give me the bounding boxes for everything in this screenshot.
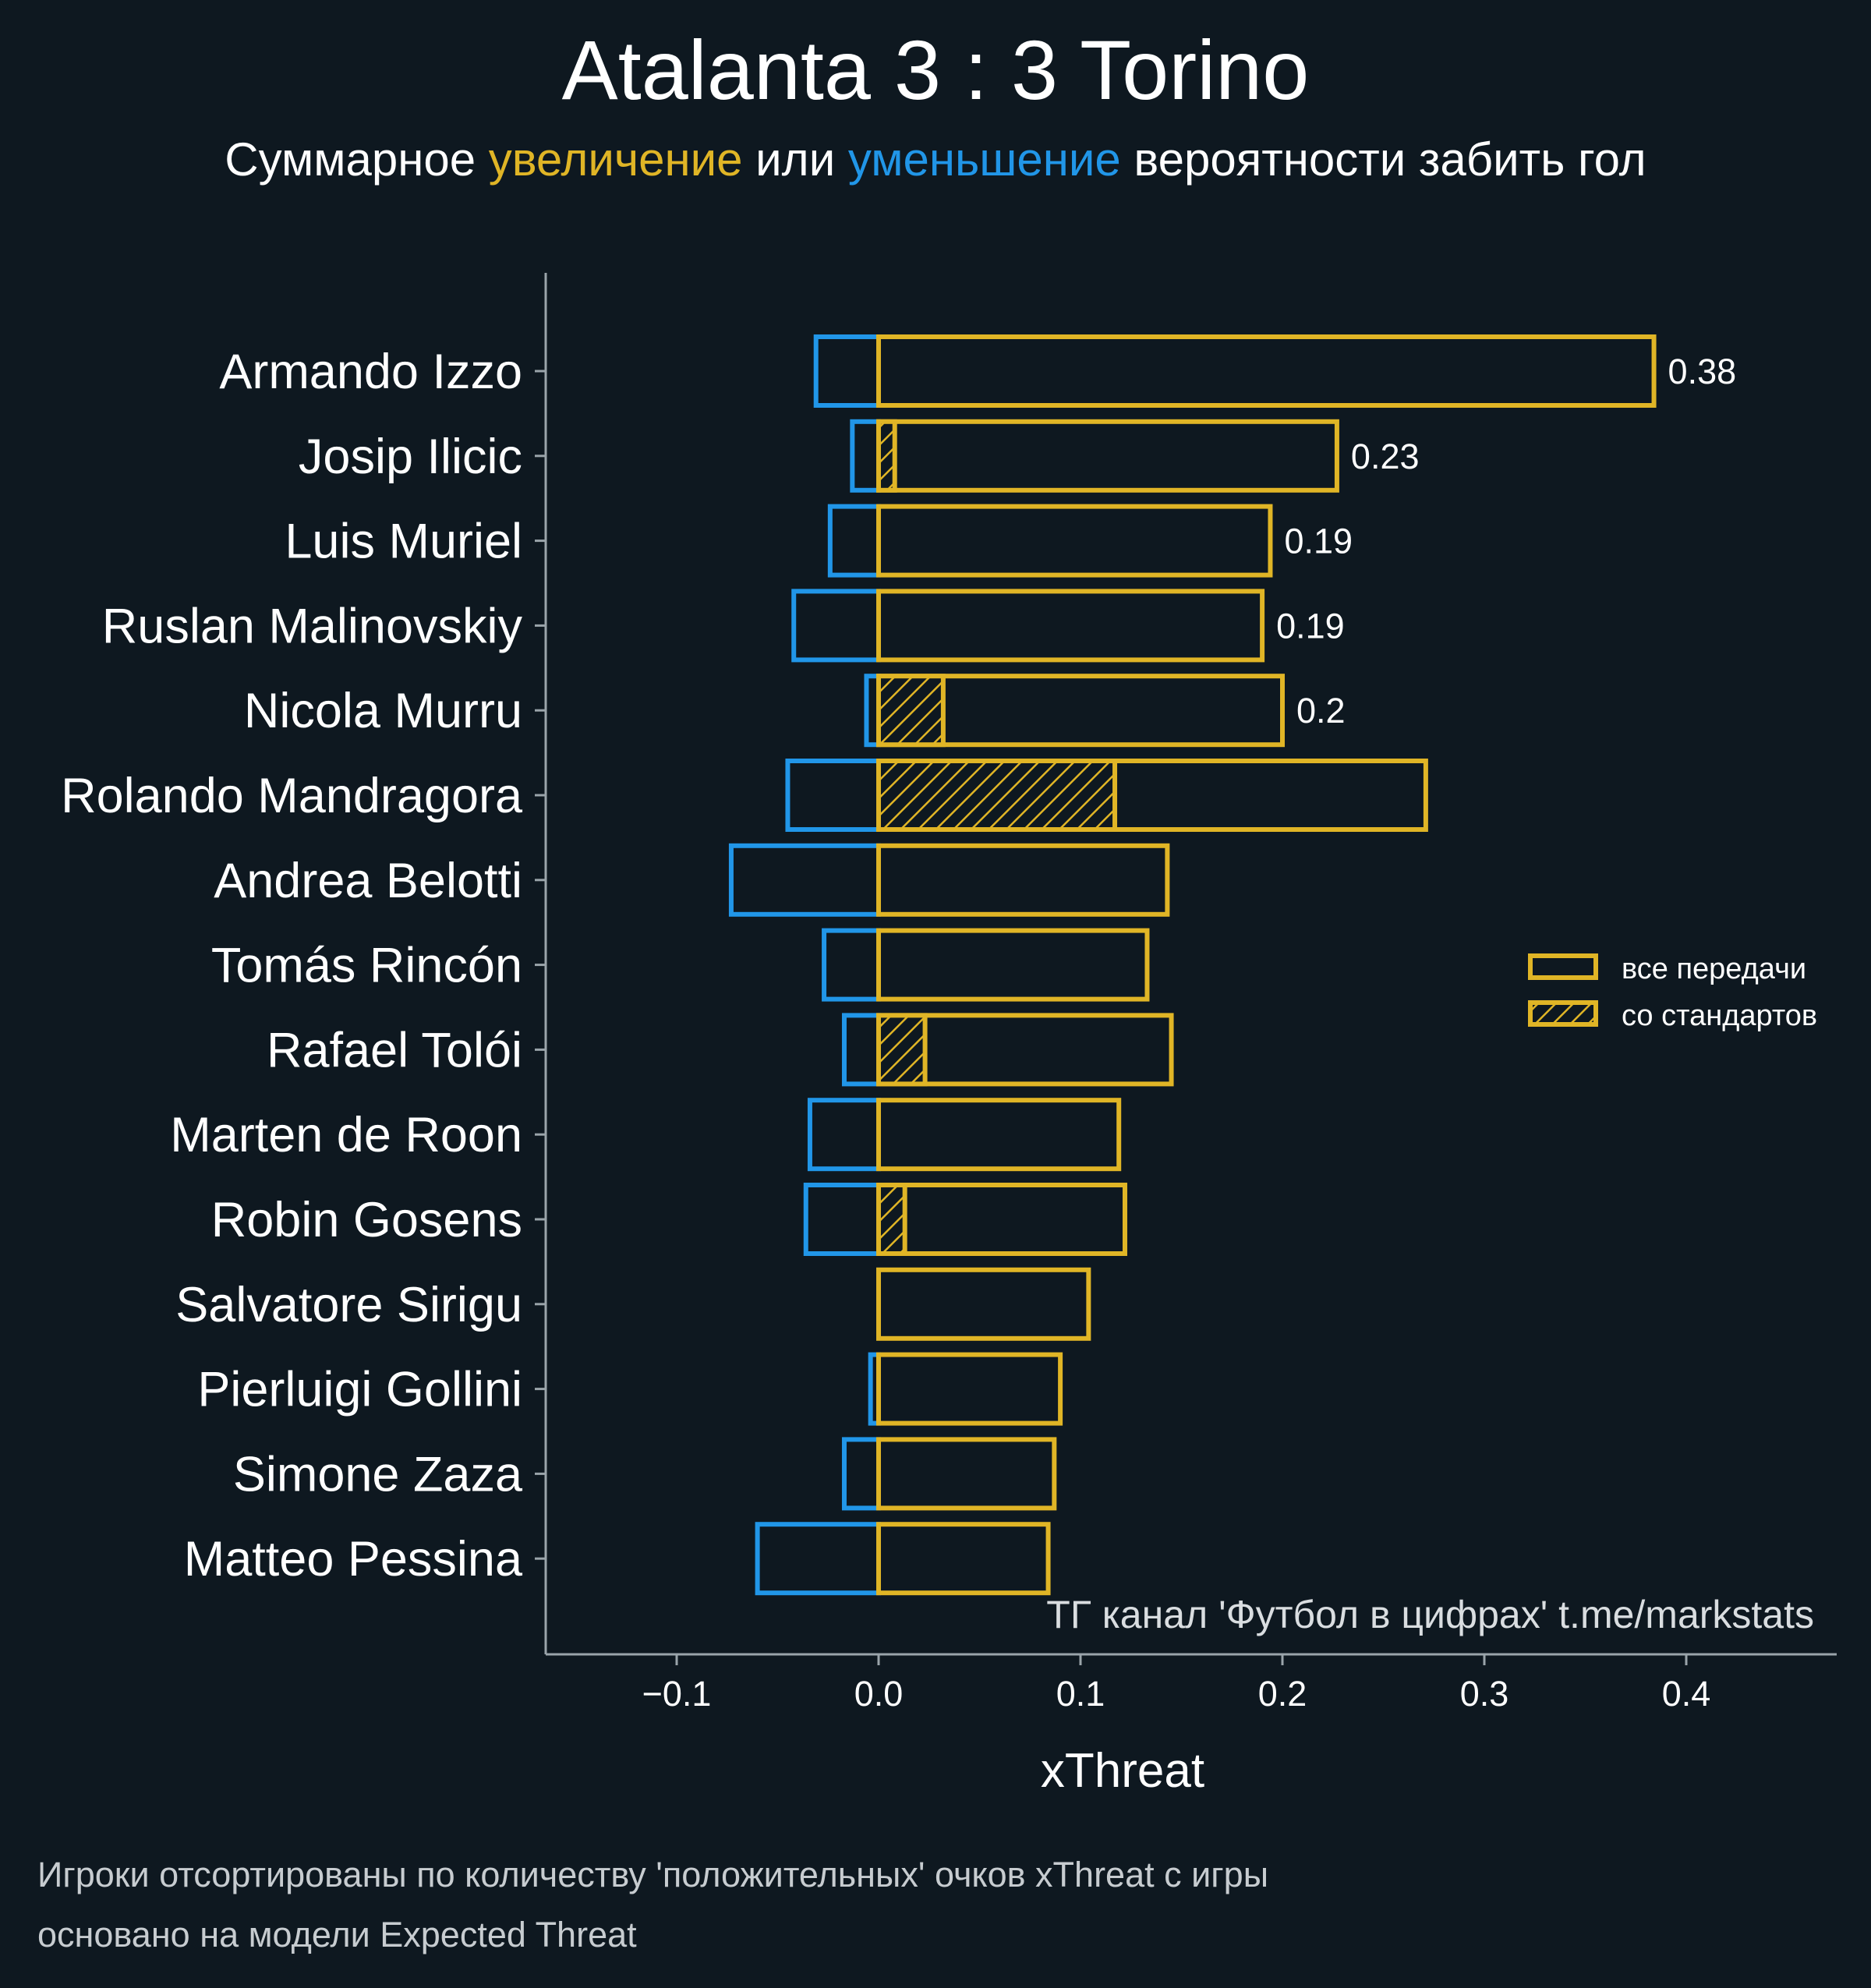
bar-set-pieces xyxy=(876,1183,907,1256)
subtitle-part-1: Суммарное xyxy=(225,133,488,186)
y-tick-label: Armando Izzo xyxy=(219,345,522,399)
bar-negative xyxy=(822,928,881,1002)
value-label: 0.19 xyxy=(1276,606,1345,646)
bar-negative xyxy=(755,1522,881,1596)
y-tick-label: Nicola Murru xyxy=(244,684,522,738)
chart-subtitle: Суммарное увеличение или уменьшение веро… xyxy=(225,133,1646,186)
y-tick-label: Simone Zaza xyxy=(233,1447,523,1502)
bar-negative xyxy=(803,1183,882,1256)
y-tick-label: Pierluigi Gollini xyxy=(197,1363,522,1417)
y-tick-group: Armando Izzo Josip Ilicic Luis Muriel Rusla… xyxy=(61,345,546,1587)
x-tick-label: 0.2 xyxy=(1258,1674,1307,1714)
subtitle-part-2: или xyxy=(743,133,848,186)
bar-negative xyxy=(841,1013,881,1087)
y-tick-label: Rafael Tolói xyxy=(267,1023,522,1077)
x-axis-title: xThreat xyxy=(1041,1744,1204,1798)
bar-negative xyxy=(827,504,881,578)
x-tick-label: 0.0 xyxy=(854,1674,904,1714)
bar-set-pieces xyxy=(876,1013,928,1087)
legend-swatch-set-pieces xyxy=(1528,1000,1598,1027)
value-label: 0.23 xyxy=(1351,437,1420,476)
y-tick-label: Josip Ilicic xyxy=(299,430,522,484)
bar-negative xyxy=(791,589,881,663)
watermark-credit: ТГ канал 'Футбол в цифрах' t.me/markstat… xyxy=(1046,1593,1814,1636)
bar-positive xyxy=(876,334,1657,408)
value-label: 0.19 xyxy=(1284,522,1353,561)
subtitle-highlight-negative: уменьшение xyxy=(848,133,1121,186)
legend-swatch-all-passes xyxy=(1528,953,1598,980)
x-tick-group: −0.1 0.0 0.1 0.2 0.3 0.4 xyxy=(642,1654,1711,1714)
bar-negative xyxy=(807,1098,881,1172)
x-tick-label: 0.3 xyxy=(1460,1674,1509,1714)
subtitle-highlight-positive: увеличение xyxy=(489,133,743,186)
bar-positive xyxy=(876,1522,1051,1596)
y-tick-label: Rolando Mandragora xyxy=(61,769,523,823)
subtitle-part-3: вероятности забить гол xyxy=(1121,133,1646,186)
legend-label-set-pieces: со стандартов xyxy=(1622,999,1817,1032)
bar-positive xyxy=(876,1183,1127,1256)
x-tick-label: 0.1 xyxy=(1056,1674,1105,1714)
x-tick-label: 0.4 xyxy=(1662,1674,1711,1714)
bar-negative xyxy=(841,1437,881,1511)
y-tick-label: Salvatore Sirigu xyxy=(175,1278,522,1332)
bar-positive xyxy=(876,504,1273,578)
y-tick-label: Matteo Pessina xyxy=(184,1532,523,1587)
bar-negative xyxy=(813,334,881,408)
value-label-group: 0.38 0.23 0.19 0.19 0.2 xyxy=(1276,352,1736,730)
bar-positive xyxy=(876,419,1339,493)
x-tick-label: −0.1 xyxy=(642,1674,712,1714)
y-tick-label: Robin Gosens xyxy=(211,1193,522,1247)
value-label: 0.2 xyxy=(1296,691,1346,730)
y-tick-label: Marten de Roon xyxy=(170,1108,522,1162)
bar-positive xyxy=(876,928,1150,1002)
bars-group xyxy=(728,334,1657,1596)
legend: все передачи со стандартов xyxy=(1528,953,1817,1032)
bar-set-pieces xyxy=(876,674,946,748)
bar-set-pieces xyxy=(876,759,1118,832)
bar-positive xyxy=(876,1352,1063,1426)
footnote-line-1: Игроки отсортированы по количеству 'поло… xyxy=(37,1855,1268,1894)
y-tick-label: Andrea Belotti xyxy=(214,854,522,908)
y-tick-label: Tomás Rincón xyxy=(211,939,522,993)
bar-positive xyxy=(876,1437,1057,1511)
y-tick-label: Ruslan Malinovskiy xyxy=(102,599,523,653)
bar-negative xyxy=(785,759,882,832)
footnote-line-2: основано на модели Expected Threat xyxy=(37,1915,637,1954)
bar-positive xyxy=(876,843,1170,917)
bar-positive xyxy=(876,589,1265,663)
legend-label-all-passes: все передачи xyxy=(1622,953,1806,985)
value-label: 0.38 xyxy=(1668,352,1737,391)
bar-positive xyxy=(876,1098,1122,1172)
y-tick-label: Luis Muriel xyxy=(285,515,522,569)
bar-set-pieces xyxy=(876,419,897,493)
bar-negative xyxy=(850,419,881,493)
bar-positive xyxy=(876,1267,1091,1341)
chart-title: Atalanta 3 : 3 Torino xyxy=(562,23,1310,117)
bar-negative xyxy=(728,843,881,917)
